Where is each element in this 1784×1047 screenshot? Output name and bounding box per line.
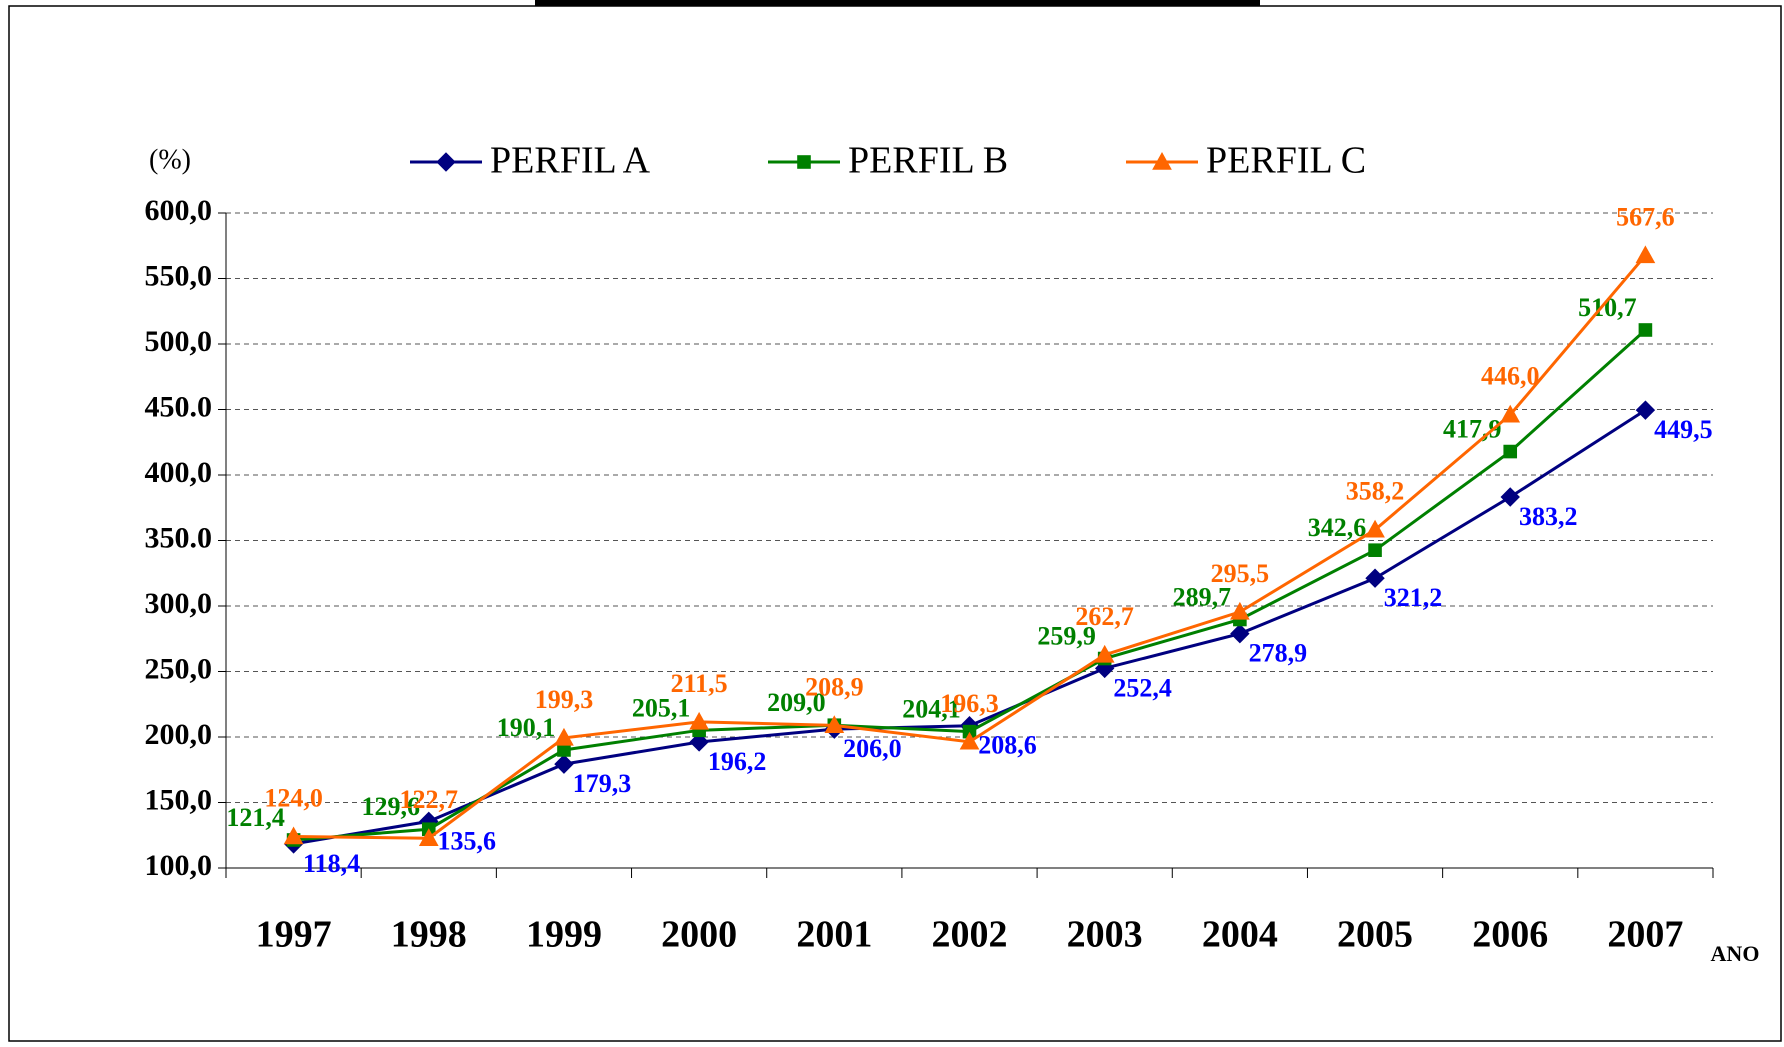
y-tick-label: 600,0: [145, 194, 213, 227]
data-label: 289,7: [1173, 582, 1232, 611]
data-label: 206,0: [843, 734, 902, 763]
y-tick-label: 500,0: [145, 325, 213, 358]
y-tick-label: 450.0: [145, 390, 213, 423]
x-axis-label: ANO: [1711, 941, 1760, 966]
data-label: 262,7: [1075, 602, 1134, 631]
x-tick-label: 2000: [661, 914, 737, 956]
y-tick-label: 150,0: [145, 783, 213, 816]
data-label: 124,0: [264, 784, 323, 813]
legend-label: PERFIL C: [1206, 140, 1366, 182]
data-label: 278,9: [1249, 639, 1308, 668]
x-tick-label: 1997: [256, 914, 332, 956]
data-label: 295,5: [1211, 559, 1270, 588]
data-label: 118,4: [303, 849, 360, 878]
data-label: 190,1: [497, 713, 556, 742]
x-tick-label: 2002: [932, 914, 1008, 956]
y-tick-label: 350.0: [145, 521, 213, 554]
data-label: 129,6: [362, 792, 421, 821]
y-tick-label: 300,0: [145, 587, 213, 620]
marker: [1635, 400, 1656, 420]
marker: [689, 711, 709, 730]
x-tick-label: 1999: [526, 914, 602, 956]
marker: [689, 732, 709, 752]
data-label: 211,5: [671, 669, 728, 698]
data-label: 510,7: [1578, 293, 1637, 322]
x-tick-label: 2007: [1607, 914, 1683, 956]
x-tick-label: 2006: [1472, 914, 1548, 956]
data-label: 252,4: [1113, 673, 1172, 702]
data-label: 204,1: [902, 695, 961, 724]
marker: [1230, 623, 1250, 644]
marker: [797, 155, 811, 169]
data-label: 122,7: [400, 785, 459, 814]
legend-label: PERFIL B: [848, 140, 1008, 182]
x-tick-label: 2001: [796, 914, 872, 956]
x-tick-label: 2004: [1202, 914, 1278, 956]
data-label: 567,6: [1616, 202, 1675, 231]
data-label: 358,2: [1346, 477, 1405, 506]
y-tick-label: 400,0: [145, 456, 213, 489]
x-tick-label: 2005: [1337, 914, 1413, 956]
marker: [418, 828, 439, 846]
marker: [554, 754, 574, 774]
marker: [1503, 444, 1518, 459]
data-label: 135,6: [438, 826, 497, 855]
x-tick-label: 2003: [1067, 914, 1143, 956]
data-label: 259,9: [1037, 621, 1096, 650]
y-tick-label: 200,0: [145, 718, 213, 751]
marker: [1635, 245, 1656, 264]
data-label: 205,1: [632, 693, 691, 722]
data-label: 196,2: [708, 747, 767, 776]
data-label: 446,0: [1481, 362, 1540, 391]
data-label: 342,6: [1308, 513, 1367, 542]
y-tick-label: 550,0: [145, 259, 213, 292]
data-label: 321,2: [1384, 583, 1443, 612]
marker: [959, 731, 980, 750]
marker: [1094, 644, 1115, 663]
marker: [1638, 323, 1653, 337]
marker: [554, 727, 574, 746]
data-label: 199,3: [535, 685, 594, 714]
marker: [1230, 601, 1250, 620]
x-tick-label: 1998: [391, 914, 467, 956]
title-bar: [535, 0, 1260, 6]
data-label: 449,5: [1654, 415, 1713, 444]
legend-label: PERFIL A: [490, 140, 651, 182]
data-label: 179,3: [573, 769, 632, 798]
data-label: 121,4: [226, 803, 285, 832]
marker: [436, 152, 456, 172]
data-label: 383,2: [1519, 502, 1578, 531]
marker: [1365, 519, 1385, 538]
marker: [1500, 487, 1520, 507]
marker: [1152, 151, 1172, 170]
marker: [1368, 543, 1382, 557]
marker: [283, 826, 304, 845]
marker: [824, 715, 845, 734]
y-axis-label: (%): [149, 144, 191, 175]
marker: [1500, 404, 1521, 423]
data-label: 208,9: [805, 672, 864, 701]
y-tick-label: 250,0: [145, 652, 213, 685]
data-label: 208,6: [978, 731, 1037, 760]
data-label: 209,0: [767, 688, 826, 717]
marker: [1365, 568, 1385, 588]
y-tick-label: 100,0: [145, 849, 213, 882]
data-label: 196,3: [940, 689, 999, 718]
